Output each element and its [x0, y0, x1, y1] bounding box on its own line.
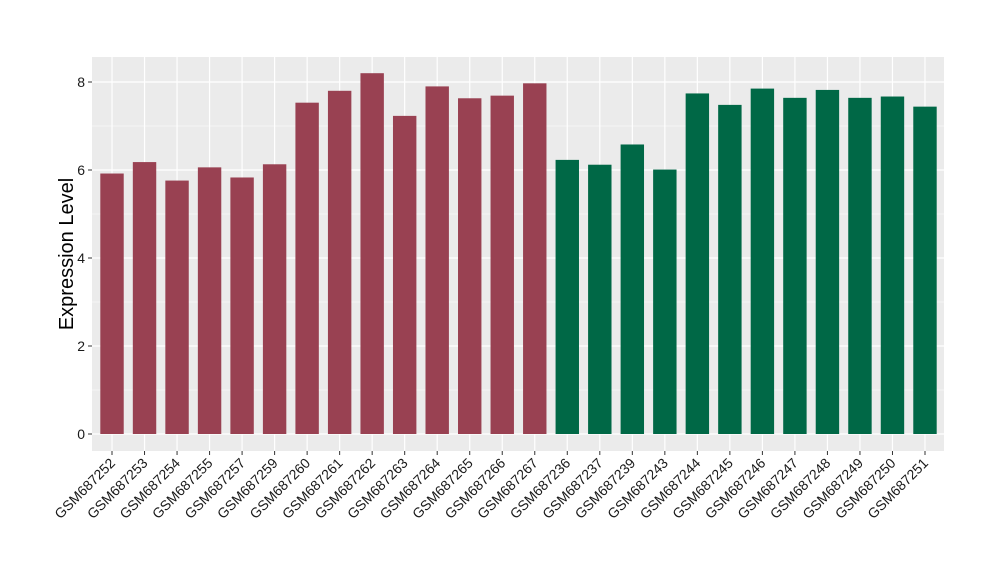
bar-GSM687250 — [880, 96, 905, 435]
y-tick-label: 2 — [77, 338, 85, 354]
bar-GSM687244 — [685, 93, 710, 434]
bar-GSM687249 — [848, 97, 872, 434]
bar-GSM687260 — [295, 102, 319, 435]
bar-GSM687246 — [750, 88, 775, 434]
bar-GSM687267 — [523, 83, 547, 434]
bar-GSM687259 — [262, 164, 287, 434]
bar-GSM687237 — [588, 164, 612, 434]
y-tick-label: 0 — [77, 426, 85, 442]
y-tick-label: 8 — [77, 74, 85, 90]
bar-GSM687236 — [555, 159, 579, 434]
x-axis: GSM687252GSM687253GSM687254GSM687255GSM6… — [51, 451, 931, 522]
bar-GSM687264 — [425, 86, 449, 435]
bar-GSM687248 — [815, 89, 840, 435]
bar-GSM687254 — [165, 180, 189, 434]
bar-GSM687253 — [132, 162, 157, 434]
bar-GSM687239 — [620, 144, 645, 435]
bar-GSM687247 — [783, 97, 807, 434]
bar-GSM687266 — [490, 95, 514, 434]
y-axis-title: Expression Level — [56, 178, 78, 330]
bars — [100, 73, 937, 435]
bar-GSM687255 — [197, 167, 222, 435]
bar-GSM687245 — [718, 104, 742, 434]
y-axis: 0 2 4 6 8 — [77, 74, 92, 442]
y-tick-label: 6 — [77, 162, 85, 178]
bar-GSM687262 — [360, 73, 384, 434]
bar-GSM687257 — [230, 177, 254, 435]
y-tick-label: 4 — [77, 250, 85, 266]
bar-GSM687263 — [392, 115, 417, 434]
bar-GSM687252 — [100, 173, 124, 434]
bar-GSM687243 — [653, 169, 677, 434]
bar-GSM687265 — [458, 98, 482, 434]
bar-GSM687261 — [327, 90, 352, 435]
bar-GSM687251 — [913, 106, 937, 434]
